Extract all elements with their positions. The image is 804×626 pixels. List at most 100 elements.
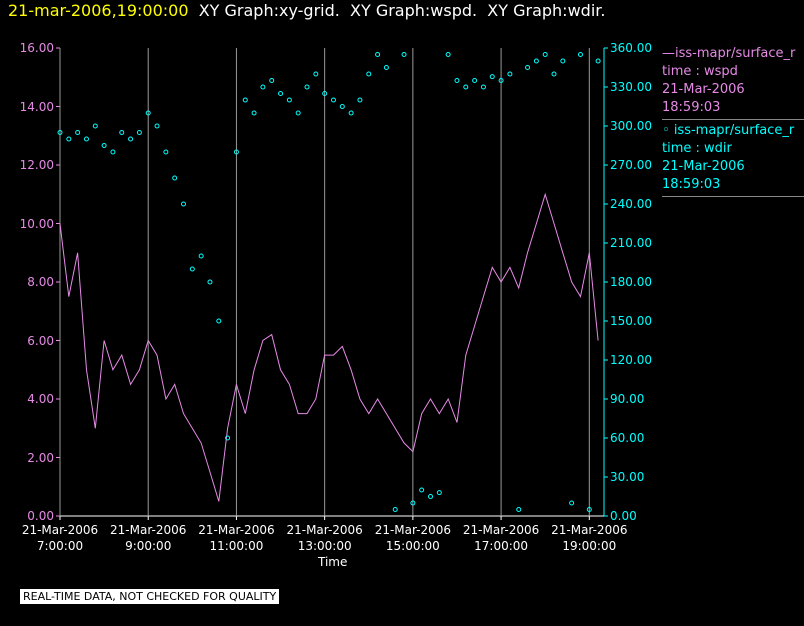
y2-tick-label: 0.00 [610, 509, 637, 523]
legend-symbol: ◦ [662, 123, 674, 138]
data-point [313, 71, 319, 77]
legend-line: 18:59:03 [662, 100, 721, 115]
data-point [110, 149, 116, 155]
data-point [454, 78, 460, 83]
data-point [525, 65, 531, 70]
data-point [216, 318, 222, 324]
legend-symbol: — [662, 46, 675, 61]
data-point [83, 136, 89, 142]
data-point [375, 52, 381, 57]
data-point [436, 490, 442, 496]
legend-entry: —iss-mapr/surface_r time : wspd 21-Mar-200… [662, 45, 804, 120]
data-point [463, 84, 469, 90]
legend: —iss-mapr/surface_r time : wspd 21-Mar-200… [662, 45, 804, 199]
data-point [586, 507, 592, 512]
data-point [154, 123, 160, 129]
data-point [163, 149, 169, 155]
legend-name: —iss-mapr/surface_r [662, 45, 804, 63]
data-point [207, 279, 213, 285]
y2-tick-label: 180.00 [610, 275, 652, 289]
legend-line: time : wdir [662, 141, 732, 156]
data-point [242, 97, 248, 103]
data-point [233, 149, 239, 155]
data-point [260, 84, 266, 90]
data-point [560, 58, 566, 64]
y2-tick-label: 30.00 [610, 470, 645, 484]
data-point [348, 110, 354, 116]
data-point [366, 71, 372, 77]
y2-tick-label: 330.00 [610, 80, 652, 94]
y2-tick-label: 210.00 [610, 236, 652, 250]
data-point [410, 500, 416, 506]
legend-line: 21-Mar-2006 [662, 82, 745, 97]
data-point [330, 97, 336, 103]
data-point [498, 78, 504, 83]
y-tick-label: 2.00 [27, 450, 54, 465]
data-point [542, 52, 548, 57]
data-point [304, 84, 310, 90]
y2-tick-label: 90.00 [610, 392, 645, 406]
x-tick-label: 21-Mar-2006 13:00:00 [286, 523, 363, 553]
data-point [278, 91, 284, 96]
data-point [295, 110, 301, 116]
data-point [445, 52, 451, 57]
timestamp: 21-mar-2006,19:00:00 [8, 1, 189, 20]
data-point [181, 201, 187, 207]
data-point [339, 104, 345, 109]
y2-tick-label: 360.00 [610, 41, 652, 55]
data-point [392, 507, 398, 512]
y-tick-label: 6.00 [27, 333, 54, 348]
legend-line: 18:59:03 [662, 177, 721, 192]
y-tick-label: 14.00 [19, 99, 54, 114]
x-tick-label: 21-Mar-2006 15:00:00 [374, 523, 452, 553]
y-tick-label: 12.00 [19, 158, 54, 172]
data-point [66, 136, 72, 142]
data-point [286, 97, 292, 103]
data-point [428, 494, 434, 499]
y-tick-label: 10.00 [19, 216, 54, 231]
data-point [419, 487, 425, 493]
footnote: REAL-TIME DATA, NOT CHECKED FOR QUALITY [20, 589, 280, 604]
y2-tick-label: 240.00 [610, 197, 652, 211]
data-point [251, 110, 257, 116]
y2-tick-label: 150.00 [610, 314, 652, 328]
y2-tick-label: 60.00 [610, 431, 645, 445]
data-point [357, 97, 363, 103]
data-point [119, 130, 125, 135]
legend-text: iss-mapr/surface_r [673, 123, 795, 138]
data-point [569, 500, 575, 506]
y2-tick-label: 270.00 [610, 158, 652, 172]
data-point [269, 78, 275, 83]
data-point [472, 78, 478, 83]
data-point [577, 52, 583, 57]
data-point [92, 123, 98, 129]
data-point [322, 91, 328, 96]
legend-line: time : wspd [662, 64, 738, 79]
data-point [198, 253, 204, 259]
data-point [480, 84, 486, 90]
x-tick-label: 21-Mar-2006 11:00:00 [198, 523, 275, 553]
data-point [101, 143, 107, 148]
data-point [128, 136, 134, 142]
legend-line: 21-Mar-2006 [662, 159, 745, 174]
data-point [516, 507, 522, 512]
data-point [172, 175, 178, 181]
x-tick-label: 21-Mar-2006 17:00:00 [462, 523, 540, 553]
y2-tick-label: 120.00 [610, 353, 652, 367]
header: 21-mar-2006,19:00:00 XY Graph:xy-grid. X… [8, 1, 605, 20]
data-point [489, 74, 495, 80]
data-point [145, 110, 151, 116]
data-point [57, 130, 63, 135]
data-point [551, 71, 557, 77]
data-point [533, 58, 539, 64]
y-tick-label: 8.00 [27, 275, 54, 289]
data-point [189, 266, 195, 272]
data-point [595, 58, 601, 64]
data-point [75, 130, 81, 135]
y-tick-label: 16.00 [19, 41, 54, 55]
y2-tick-label: 300.00 [610, 119, 652, 133]
data-point [225, 435, 231, 441]
